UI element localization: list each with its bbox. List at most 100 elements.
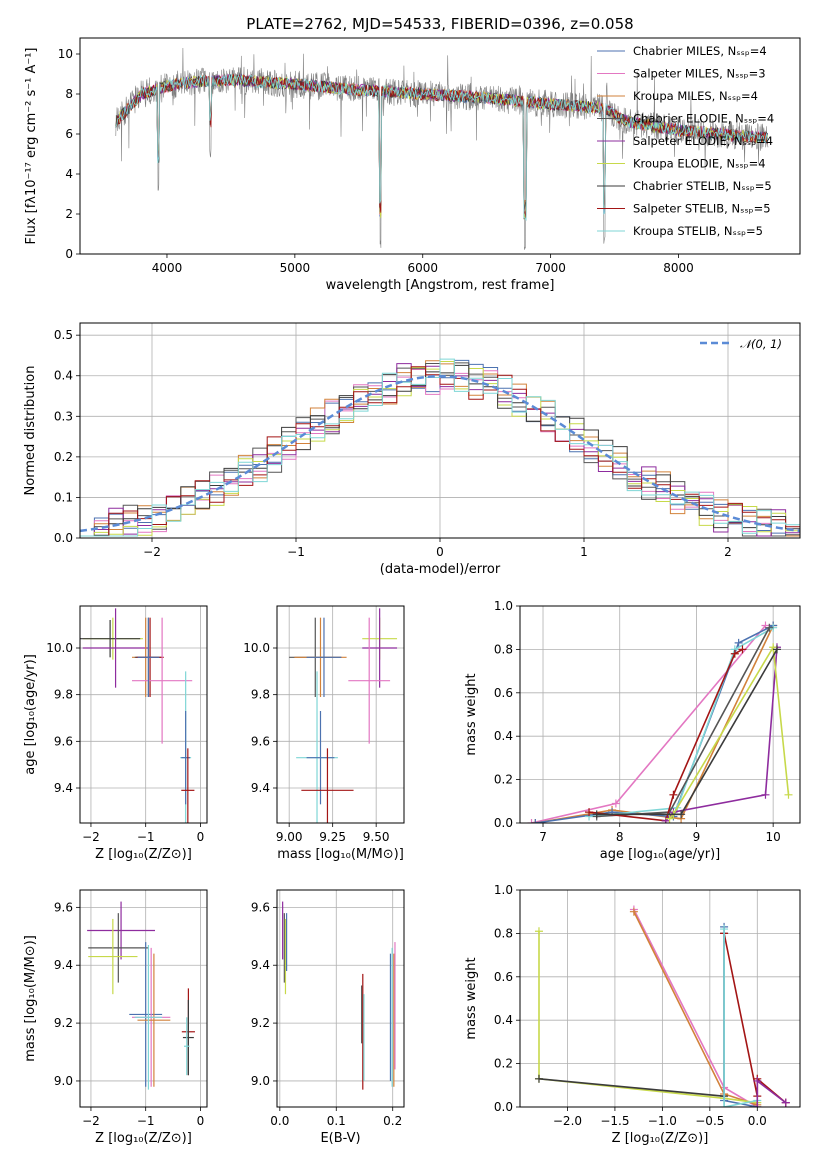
y-tick-label: 10.0: [243, 641, 270, 655]
y-tick-label: 9.0: [251, 1074, 270, 1088]
y-tick-label: 9.4: [54, 958, 73, 972]
y-tick-label: 9.6: [54, 734, 73, 748]
axes-frame: [79, 605, 208, 824]
mass-weight-marker: [534, 927, 543, 936]
mass-weight-line: [723, 929, 758, 1107]
massweight-vs-age-panel: 7 8 9 10 0.0 0.2 0.4 0.6 0.8 1.0 age [log₁₀(age/yr…: [464, 599, 801, 862]
mass-weight-marker: [720, 925, 729, 934]
errorbar-point: [137, 617, 160, 697]
mass-weight-marker: [730, 649, 739, 658]
y-tick-label: 1.0: [494, 883, 513, 897]
y-tick-label: 0.2: [494, 773, 513, 787]
x-tick-label: −2: [82, 1114, 100, 1128]
y-axis-label: age [log₁₀(age/yr)]: [23, 654, 38, 775]
y-tick-label: 8: [65, 87, 73, 101]
x-tick-label: 1: [580, 545, 588, 559]
mass-weight-line: [535, 624, 774, 823]
errorbar-point: [181, 711, 191, 805]
y-tick-label: 9.0: [54, 1074, 73, 1088]
axes-frame: [519, 889, 801, 1108]
mass-weight-marker: [761, 790, 770, 799]
y-tick-label: 0.0: [494, 816, 513, 830]
x-axis-label: age [log₁₀(age/yr)]: [600, 847, 721, 862]
y-tick-label: 0.1: [54, 490, 73, 504]
legend-entry: Kroupa STELIB, Nₛₛₚ=5: [633, 224, 763, 238]
x-axis-label: (data-model)/error: [380, 562, 501, 577]
age-vs-metallicity-panel: −2 −1 0 9.4 9.6 9.8 10.0 Z [log₁₀(Z/Z⊙)] age [lo…: [23, 605, 208, 862]
legend-entry: 𝒩(0, 1): [740, 337, 782, 351]
mass-weight-marker: [765, 623, 774, 632]
errorbar-point: [182, 999, 194, 1076]
legend-entry: Kroupa ELODIE, Nₛₛₚ=4: [633, 157, 766, 171]
mass-weight-line: [756, 1079, 787, 1107]
axes-frame: [79, 889, 208, 1108]
errorbar-point: [184, 1017, 190, 1076]
massweight-vs-metallicity-panel: −2.0 −1.5 −1.0 −0.5 0.0 0.0 0.2 0.4 0.6 0.8 1.0 Z […: [464, 883, 801, 1146]
errorbar-point: [88, 913, 149, 983]
mass-weight-marker: [611, 799, 620, 808]
mass-weight-marker: [527, 819, 536, 823]
y-tick-label: 0.8: [494, 926, 513, 940]
x-axis-label: Z [log₁₀(Z/Z⊙)]: [612, 1131, 709, 1146]
legend-entry: Salpeter STELIB, Nₛₛₚ=5: [633, 202, 771, 216]
mass-weight-marker: [531, 819, 540, 823]
x-tick-label: 0.0: [270, 1114, 289, 1128]
normal-curve: [80, 374, 800, 533]
y-tick-label: 0.8: [494, 642, 513, 656]
x-tick-label: 7000: [535, 261, 566, 275]
mass-weight-marker: [738, 645, 747, 654]
model-spectrum-line: [115, 74, 768, 222]
errorbar-point: [88, 918, 138, 995]
y-tick-label: 10.0: [46, 641, 73, 655]
mass-weight-marker: [665, 814, 674, 823]
y-tick-label: 0.0: [54, 531, 73, 545]
errorbar-point: [306, 711, 335, 805]
y-tick-label: 9.2: [251, 1016, 270, 1030]
x-tick-label: 10: [766, 830, 781, 844]
axes-frame: [79, 322, 801, 539]
x-tick-label: 0.1: [327, 1114, 346, 1128]
mass-weight-marker: [734, 638, 743, 647]
x-axis-label: Z [log₁₀(Z/Z⊙)]: [95, 1131, 192, 1146]
mass-weight-marker: [629, 907, 638, 916]
errorbar-point: [80, 620, 141, 658]
mass-weight-marker: [534, 1074, 543, 1083]
y-tick-label: 0.5: [54, 328, 73, 342]
x-tick-label: 6000: [407, 261, 438, 275]
mass-weight-line: [531, 624, 767, 823]
x-tick-label: −1.0: [648, 1114, 677, 1128]
legend-entry: Chabrier MILES, Nₛₛₚ=4: [633, 44, 767, 58]
y-axis-label: mass weight: [464, 957, 479, 1039]
y-axis-label: Flux [fλ10⁻¹⁷ erg cm⁻² s⁻¹ A⁻¹]: [24, 48, 39, 245]
mass-weight-marker: [585, 808, 594, 817]
x-axis-label: wavelength [Angstrom, rest frame]: [326, 278, 555, 293]
mass-weight-marker: [772, 645, 781, 654]
legend-entry: Chabrier STELIB, Nₛₛₚ=5: [633, 179, 772, 193]
x-tick-label: 0.0: [748, 1114, 767, 1128]
y-tick-label: 0.2: [54, 450, 73, 464]
y-tick-label: 1.0: [494, 599, 513, 613]
mass-weight-marker: [784, 790, 793, 799]
errorbar-point: [348, 617, 391, 744]
errorbar-point: [301, 748, 354, 823]
x-tick-label: 7: [539, 830, 547, 844]
y-tick-label: 0.4: [54, 369, 73, 383]
mass-weight-marker: [753, 1103, 762, 1107]
y-tick-label: 10: [58, 47, 73, 61]
y-tick-label: 0.0: [494, 1100, 513, 1114]
x-tick-label: 9.25: [319, 830, 346, 844]
mass-weight-line: [588, 627, 774, 818]
x-tick-label: −1: [287, 545, 305, 559]
spectrum-title: PLATE=2762, MJD=54533, FIBERID=0396, z=0…: [246, 15, 633, 33]
errorbar-point: [137, 953, 171, 1087]
x-tick-label: −2: [82, 830, 100, 844]
errorbar-point: [132, 617, 193, 744]
legend-entry: Salpeter ELODIE, Nₛₛₚ=4: [633, 134, 773, 148]
errorbar-point: [134, 944, 163, 1090]
y-tick-label: 9.6: [251, 734, 270, 748]
legend-entry: Salpeter MILES, Nₛₛₚ=3: [633, 67, 766, 81]
y-tick-label: 6: [65, 127, 73, 141]
residual-histogram: [80, 358, 800, 538]
errorbar-point: [362, 608, 398, 688]
x-tick-label: 8000: [663, 261, 694, 275]
